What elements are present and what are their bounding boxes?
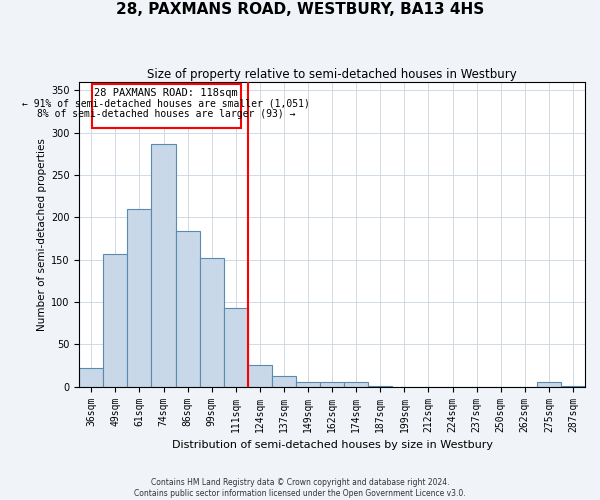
Bar [151,144,176,386]
Bar [127,209,151,386]
FancyBboxPatch shape [92,84,241,128]
Bar [79,368,103,386]
Bar [537,382,561,386]
Bar [272,376,296,386]
X-axis label: Distribution of semi-detached houses by size in Westbury: Distribution of semi-detached houses by … [172,440,493,450]
Bar [344,382,368,386]
Bar [176,231,200,386]
Y-axis label: Number of semi-detached properties: Number of semi-detached properties [37,138,47,330]
Bar [200,258,224,386]
Text: 28, PAXMANS ROAD, WESTBURY, BA13 4HS: 28, PAXMANS ROAD, WESTBURY, BA13 4HS [116,2,484,18]
Text: Contains HM Land Registry data © Crown copyright and database right 2024.
Contai: Contains HM Land Registry data © Crown c… [134,478,466,498]
Bar [103,254,127,386]
Title: Size of property relative to semi-detached houses in Westbury: Size of property relative to semi-detach… [147,68,517,80]
Bar [320,382,344,386]
Text: 8% of semi-detached houses are larger (93) →: 8% of semi-detached houses are larger (9… [37,109,295,119]
Text: ← 91% of semi-detached houses are smaller (1,051): ← 91% of semi-detached houses are smalle… [22,98,310,108]
Bar [224,308,248,386]
Text: 28 PAXMANS ROAD: 118sqm: 28 PAXMANS ROAD: 118sqm [94,88,238,99]
Bar [248,364,272,386]
Bar [296,382,320,386]
